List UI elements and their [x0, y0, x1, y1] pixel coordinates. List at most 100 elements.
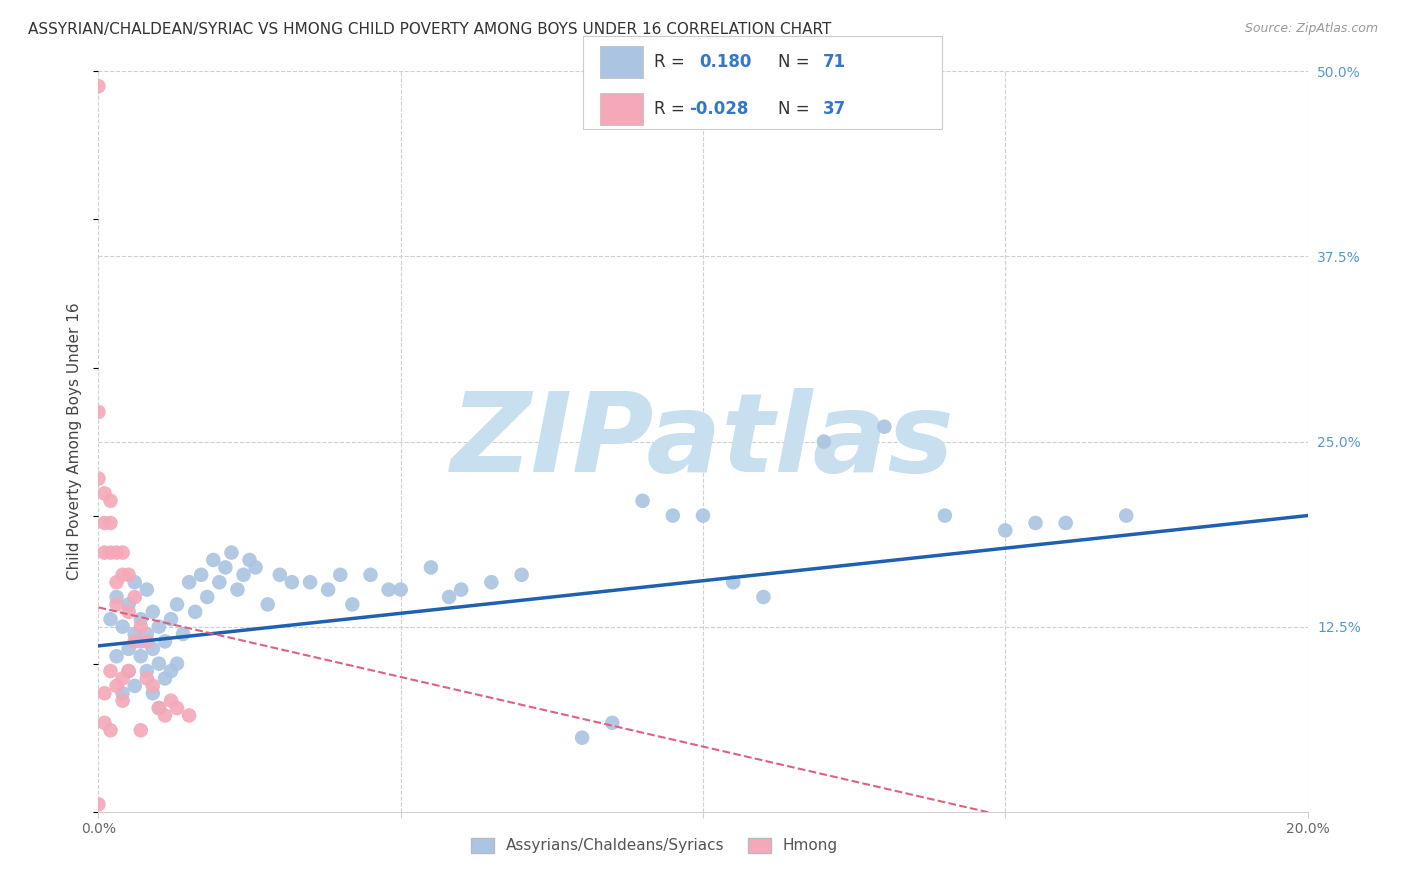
Point: [105, 598, 128, 612]
Point: [148, 657, 170, 671]
Text: N =: N =: [778, 53, 814, 70]
Point: [190, 567, 212, 582]
Point: [214, 560, 236, 574]
Point: [93, 546, 115, 560]
Point: [105, 679, 128, 693]
Point: [129, 612, 152, 626]
Point: [269, 567, 291, 582]
Point: [360, 567, 382, 582]
Point: [142, 679, 165, 693]
Point: [342, 598, 364, 612]
Point: [111, 694, 134, 708]
Point: [1054, 516, 1077, 530]
Point: [208, 575, 231, 590]
Point: [111, 686, 134, 700]
Point: [111, 567, 134, 582]
Point: [124, 634, 146, 648]
Legend: Assyrians/Chaldeans/Syriacs, Hmong: Assyrians/Chaldeans/Syriacs, Hmong: [465, 831, 844, 860]
Point: [281, 575, 304, 590]
Point: [256, 598, 278, 612]
Point: [142, 686, 165, 700]
Point: [329, 567, 352, 582]
Point: [179, 575, 201, 590]
Text: 0.180: 0.180: [699, 53, 751, 70]
Point: [245, 560, 267, 574]
Point: [153, 634, 176, 648]
Text: R =: R =: [654, 100, 690, 118]
Point: [129, 649, 152, 664]
Point: [148, 619, 170, 633]
Point: [118, 605, 141, 619]
Point: [100, 546, 122, 560]
Text: 71: 71: [823, 53, 845, 70]
Point: [166, 701, 188, 715]
Point: [813, 434, 835, 449]
Point: [160, 612, 183, 626]
Point: [166, 657, 188, 671]
Point: [934, 508, 956, 523]
Point: [160, 694, 183, 708]
Point: [135, 582, 157, 597]
Point: [105, 590, 128, 604]
Point: [135, 664, 157, 678]
Point: [172, 627, 194, 641]
Point: [232, 567, 254, 582]
Point: [93, 516, 115, 530]
Point: [377, 582, 399, 597]
Point: [100, 664, 122, 678]
Text: N =: N =: [778, 100, 814, 118]
Point: [571, 731, 593, 745]
Point: [129, 619, 152, 633]
Point: [166, 598, 188, 612]
Point: [195, 590, 218, 604]
Point: [1115, 508, 1137, 523]
Point: [142, 641, 165, 656]
Point: [723, 575, 745, 590]
Point: [118, 598, 141, 612]
Point: [148, 701, 170, 715]
Text: ZIPatlas: ZIPatlas: [451, 388, 955, 495]
Text: ASSYRIAN/CHALDEAN/SYRIAC VS HMONG CHILD POVERTY AMONG BOYS UNDER 16 CORRELATION : ASSYRIAN/CHALDEAN/SYRIAC VS HMONG CHILD …: [28, 22, 831, 37]
Y-axis label: Child Poverty Among Boys Under 16: Child Poverty Among Boys Under 16: [67, 302, 83, 581]
Point: [420, 560, 443, 574]
Point: [105, 546, 128, 560]
Point: [179, 708, 201, 723]
Point: [87, 405, 110, 419]
Point: [135, 672, 157, 686]
Point: [142, 605, 165, 619]
Point: [184, 605, 207, 619]
Point: [129, 723, 152, 738]
Point: [631, 493, 654, 508]
Point: [124, 679, 146, 693]
Point: [100, 516, 122, 530]
Point: [87, 79, 110, 94]
Point: [510, 567, 533, 582]
Point: [124, 590, 146, 604]
Point: [118, 664, 141, 678]
Point: [118, 664, 141, 678]
Text: R =: R =: [654, 53, 690, 70]
Point: [226, 582, 249, 597]
Point: [692, 508, 714, 523]
Point: [100, 612, 122, 626]
Point: [93, 686, 115, 700]
Point: [389, 582, 412, 597]
Text: 37: 37: [823, 100, 846, 118]
Point: [437, 590, 460, 604]
Point: [105, 649, 128, 664]
Point: [153, 708, 176, 723]
Point: [118, 567, 141, 582]
Point: [299, 575, 322, 590]
Point: [752, 590, 775, 604]
Point: [221, 546, 243, 560]
Point: [135, 627, 157, 641]
Point: [105, 575, 128, 590]
Point: [450, 582, 472, 597]
Point: [93, 715, 115, 730]
Point: [111, 546, 134, 560]
Point: [111, 672, 134, 686]
Point: [153, 672, 176, 686]
Text: Source: ZipAtlas.com: Source: ZipAtlas.com: [1244, 22, 1378, 36]
Point: [160, 664, 183, 678]
Point: [602, 715, 624, 730]
